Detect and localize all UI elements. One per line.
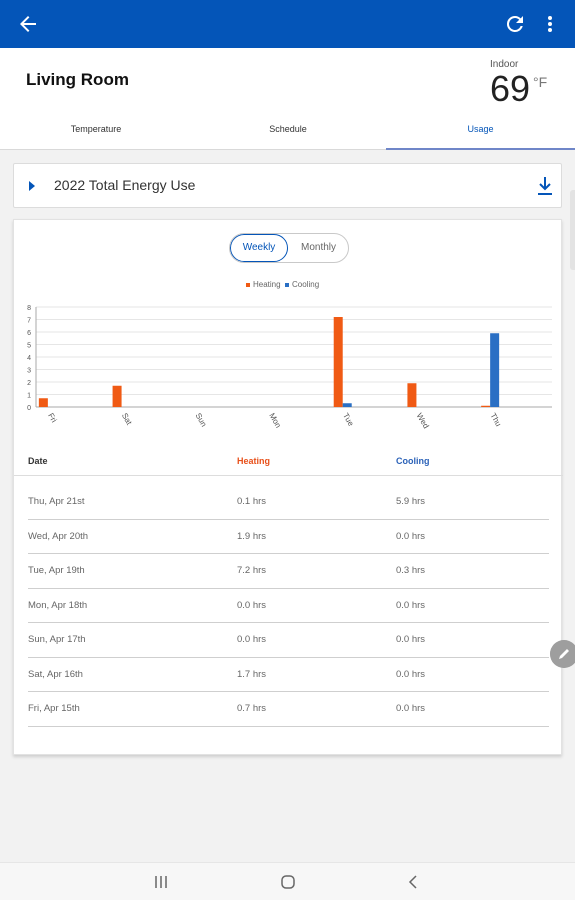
refresh-icon[interactable]	[503, 12, 527, 36]
row-cooling: 0.0 hrs	[396, 530, 426, 542]
room-title: Living Room	[26, 70, 129, 89]
heating-bar	[112, 385, 122, 407]
table-row: Thu, Apr 21st 0.1 hrs 5.9 hrs	[28, 485, 549, 520]
x-tick-label: Sat	[120, 412, 134, 428]
table-row: Mon, Apr 18th 0.0 hrs 0.0 hrs	[28, 589, 549, 623]
y-tick-label: 5	[27, 343, 31, 350]
date-column-header: Date	[28, 456, 48, 466]
room-header: Living Room Indoor 69 °F Temperature Sch…	[0, 48, 575, 150]
monthly-toggle-button[interactable]: Monthly	[300, 242, 336, 253]
tab-schedule[interactable]: Schedule	[269, 124, 307, 134]
chart-legend: Heating Cooling	[246, 280, 319, 289]
y-tick-label: 8	[27, 305, 31, 312]
row-heating: 0.0 hrs	[237, 599, 267, 611]
row-date: Mon, Apr 18th	[28, 599, 88, 611]
x-tick-label: Mon	[267, 412, 283, 430]
cooling-legend-label: Cooling	[292, 280, 320, 289]
system-navigation-bar	[0, 862, 575, 900]
row-date: Thu, Apr 21st	[28, 496, 85, 507]
row-date: Wed, Apr 20th	[28, 530, 89, 542]
table-row: Tue, Apr 19th 7.2 hrs 0.3 hrs	[28, 554, 549, 589]
heating-bar	[407, 383, 417, 407]
table-row: Sat, Apr 16th 1.7 hrs 0.0 hrs	[28, 658, 549, 692]
heating-legend-label: Heating	[253, 280, 281, 289]
back-arrow-icon[interactable]	[16, 12, 40, 36]
row-date: Sat, Apr 16th	[28, 668, 83, 680]
back-nav-icon[interactable]	[405, 873, 423, 891]
table-row: Fri, Apr 15th 0.7 hrs 0.0 hrs	[28, 692, 549, 727]
row-cooling: 5.9 hrs	[396, 496, 426, 507]
heating-bar	[481, 405, 491, 407]
y-tick-label: 4	[27, 355, 31, 362]
y-tick-label: 6	[27, 330, 31, 337]
y-tick-label: 7	[27, 318, 31, 325]
y-tick-label: 0	[27, 405, 31, 412]
y-tick-label: 2	[27, 380, 31, 387]
indoor-label: Indoor	[490, 59, 519, 70]
expand-caret-icon	[29, 181, 35, 191]
usage-table-header: Date Heating Cooling	[14, 450, 563, 476]
cooling-column-header: Cooling	[396, 456, 430, 466]
download-icon[interactable]	[536, 176, 554, 196]
row-date: Fri, Apr 15th	[28, 703, 80, 714]
total-energy-use-row[interactable]: 2022 Total Energy Use	[13, 163, 562, 208]
tab-temperature[interactable]: Temperature	[70, 124, 122, 134]
x-tick-label: Fri	[46, 412, 59, 425]
side-panel-handle[interactable]	[570, 190, 575, 270]
table-row: Sun, Apr 17th 0.0 hrs 0.0 hrs	[28, 623, 549, 658]
row-cooling: 0.0 hrs	[396, 703, 426, 714]
row-heating: 0.0 hrs	[237, 634, 267, 645]
y-tick-label: 1	[27, 393, 31, 400]
cooling-legend-swatch	[285, 282, 290, 287]
tab-usage[interactable]: Usage	[386, 114, 575, 150]
usage-table-body: Thu, Apr 21st 0.1 hrs 5.9 hrs Wed, Apr 20t…	[28, 485, 549, 727]
x-tick-label: Sun	[194, 412, 209, 429]
edit-pencil-icon[interactable]	[550, 640, 575, 668]
usage-bar-chart: 0 1 2 3 4 5 6 7 8 Fri Sat Sun Mon Tue Wed Thu	[27, 305, 552, 431]
row-heating: 1.9 hrs	[237, 530, 267, 542]
temperature-unit: °F	[533, 74, 548, 90]
row-cooling: 0.3 hrs	[396, 565, 426, 576]
x-tick-label: Wed	[415, 412, 431, 431]
period-toggle: Weekly Monthly	[229, 233, 349, 263]
more-options-icon[interactable]	[540, 12, 560, 36]
x-tick-label: Thu	[488, 412, 503, 428]
usage-card: Weekly Monthly Heating Cooling 0 1 2 3 4 5 6 7 8…	[13, 219, 563, 755]
heating-bar	[38, 398, 48, 407]
total-energy-use-label: 2022 Total Energy Use	[54, 177, 196, 193]
row-date: Sun, Apr 17th	[28, 634, 86, 645]
row-heating: 1.7 hrs	[237, 668, 267, 680]
tab-bar: Temperature Schedule Usage	[0, 114, 575, 150]
row-date: Tue, Apr 19th	[28, 565, 85, 576]
heating-bar	[333, 317, 343, 407]
y-tick-label: 3	[27, 368, 31, 375]
indoor-temperature: 69	[490, 68, 531, 109]
table-row: Wed, Apr 20th 1.9 hrs 0.0 hrs	[28, 520, 549, 554]
row-heating: 0.7 hrs	[237, 703, 267, 714]
row-heating: 7.2 hrs	[237, 565, 267, 576]
row-heating: 0.1 hrs	[237, 496, 267, 507]
row-cooling: 0.0 hrs	[396, 634, 426, 645]
heating-column-header: Heating	[237, 456, 271, 466]
weekly-toggle-button[interactable]: Weekly	[230, 234, 288, 262]
app-bar	[0, 0, 575, 48]
row-cooling: 0.0 hrs	[396, 599, 426, 611]
home-icon[interactable]	[279, 873, 297, 891]
x-tick-label: Tue	[341, 412, 356, 429]
cooling-bar	[490, 333, 500, 407]
row-cooling: 0.0 hrs	[396, 668, 426, 680]
heating-legend-swatch	[246, 282, 250, 287]
cooling-bar	[342, 403, 352, 407]
recent-apps-icon[interactable]	[152, 873, 170, 891]
